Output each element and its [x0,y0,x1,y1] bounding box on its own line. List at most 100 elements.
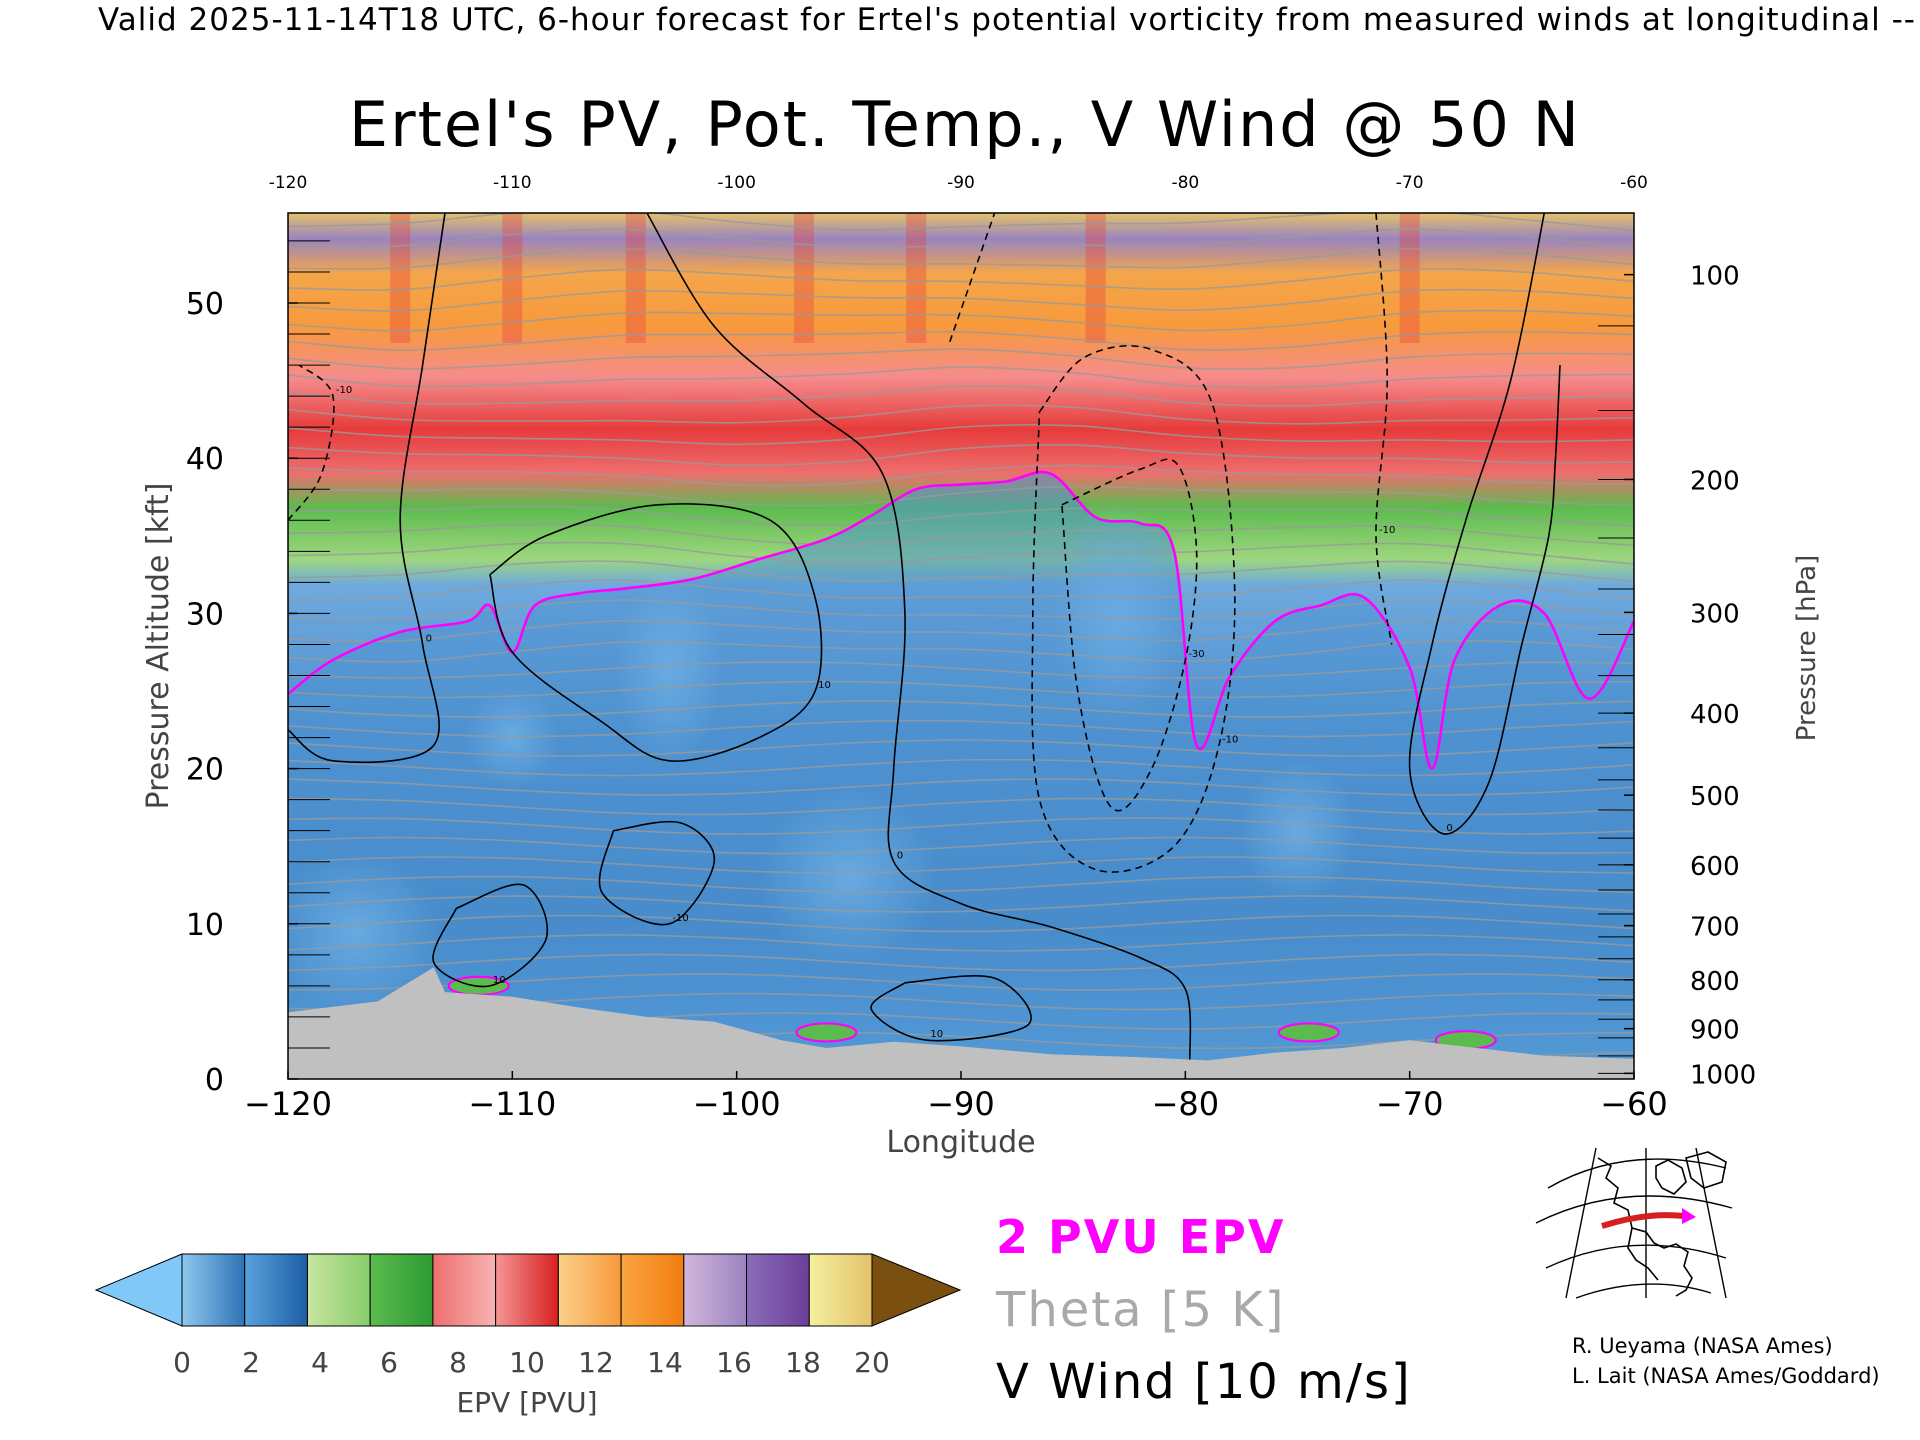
vwind-contour [646,213,1192,1064]
y-tick-label: 20 [186,753,224,788]
colorbar-band [432,1253,497,1327]
vwind-contour [288,213,446,764]
theta-isentrope [288,228,1634,249]
contour-label: -10 [672,913,688,924]
colorbar-band [495,1253,559,1327]
map-coastline [1597,1157,1693,1297]
terrain [288,967,1634,1079]
pressure-axis-label: Pressure [hPa] [1792,555,1822,742]
pressure-tick-label: 500 [1690,782,1740,812]
colorbar-tick-label: 2 [242,1346,260,1379]
legend-vwind: V Wind [10 m/s] [996,1354,1412,1410]
x-tick-label: −70 [1376,1085,1444,1123]
pressure-tick-label: 200 [1690,466,1740,496]
colorbar-tick-label: 0 [173,1346,191,1379]
x-tick-label: −110 [468,1085,556,1123]
section-line [1601,1212,1685,1229]
theta-isentrope [288,560,1634,583]
colorbar-under-arrow [94,1253,183,1327]
colorbar-band [808,1253,873,1327]
high-pv-spot [1277,1022,1340,1043]
theta-isentrope [288,424,1634,446]
y-tick-label: 0 [205,1063,224,1098]
colorbar-tick-label: 6 [380,1346,398,1379]
y-tick-label: 40 [186,442,224,477]
x-top-tick-label: -120 [269,173,308,193]
theta-isentrope [288,914,1634,933]
colorbar-tick-label: 16 [716,1346,752,1379]
vwind-contour [432,883,548,988]
x-top-tick-label: -70 [1396,173,1424,193]
theta-isentrope [288,385,1634,407]
pressure-tick-label: 300 [1690,599,1740,629]
theta-isentrope [288,700,1634,718]
colorbar-tick-label: 10 [509,1346,545,1379]
theta-isentrope [288,309,1634,332]
legend-2pvu: 2 PVU EPV [996,1210,1286,1264]
contour-label: 0 [897,851,903,862]
plot-area: 0 0 0 10 -10 -10 -30 -10 -10 10 -10 10 [288,202,1634,1079]
theta-isentrope [288,541,1634,565]
theta-isentrope [288,247,1634,270]
contour-label: -10 [1222,734,1238,745]
colorbar: 0 2 4 6 8 10 12 14 16 18 20 EPV [PVU] [94,1253,962,1419]
colorbar-tick-label: 18 [785,1346,821,1379]
contour-label: 10 [930,1029,943,1040]
colorbar-over-arrow [871,1253,962,1327]
theta-isentrope [288,778,1634,796]
colorbar-band [746,1253,810,1327]
x-tick-label: −90 [927,1085,995,1123]
y-axis-label: Pressure Altitude [kft] [141,483,176,810]
x-top-tick-label: -110 [493,173,532,193]
contour-label: 0 [1446,823,1452,834]
chart-title: Ertel's PV, Pot. Temp., V Wind @ 50 N [348,88,1582,161]
vwind-contour [1061,458,1198,812]
credit-line-1: R. Ueyama (NASA Ames) [1572,1334,1833,1358]
map-grid [1547,1158,1727,1189]
theta-isentrope [288,579,1634,600]
axes: −120 −110 −100 −90 −80 −70 −60-120 -110 -100 -90-… [141,173,1822,1160]
section-end-marker [1682,1208,1696,1224]
map-coastline [1685,1151,1727,1189]
colorbar-band [244,1253,308,1327]
contour-label: -10 [998,202,1014,213]
colorbar-band [683,1253,748,1327]
pressure-tick-label: 400 [1690,700,1740,730]
theta-isentrope [288,330,1634,351]
vwind-contour [288,364,335,521]
theta-isentrope [288,598,1634,621]
colorbar-tick-label: 4 [311,1346,329,1379]
x-tick-label: −100 [693,1085,781,1123]
theta-isentrope [288,856,1634,874]
theta-isentrope [288,797,1634,816]
y-tick-label: 30 [186,597,224,632]
colorbar-label: EPV [PVU] [456,1386,597,1419]
contour-label: -10 [336,385,352,396]
colorbar-tick-label: 12 [578,1346,614,1379]
legend-theta: Theta [5 K] [996,1282,1286,1338]
colorbar-tick-label: 14 [647,1346,683,1379]
x-axis-label: Longitude [886,1125,1035,1160]
colorbar-band [306,1253,371,1327]
theta-isentrope [288,973,1634,991]
pv-streak [1399,213,1420,343]
credit-line-2: L. Lait (NASA Ames/Goddard) [1572,1364,1880,1388]
contour-label: -10 [1379,525,1395,536]
pressure-tick-label: 1000 [1690,1060,1756,1090]
x-top-tick-label: -90 [947,173,975,193]
theta-isentrope [1625,213,1634,214]
troposphere-region [288,472,1634,1079]
y-tick-label: 50 [186,287,224,322]
colorbar-band [181,1253,246,1327]
vwind-contour [489,503,823,762]
colorbar-band [369,1253,434,1327]
pressure-tick-label: 700 [1690,913,1740,943]
colorbar-band [620,1253,685,1327]
x-tick-label: −80 [1152,1085,1220,1123]
colorbar-tick-label: 20 [854,1346,890,1379]
pressure-tick-label: 800 [1690,967,1740,997]
x-top-tick-label: -60 [1620,173,1648,193]
vwind-contour [870,975,1032,1042]
vwind-contour [598,820,716,926]
